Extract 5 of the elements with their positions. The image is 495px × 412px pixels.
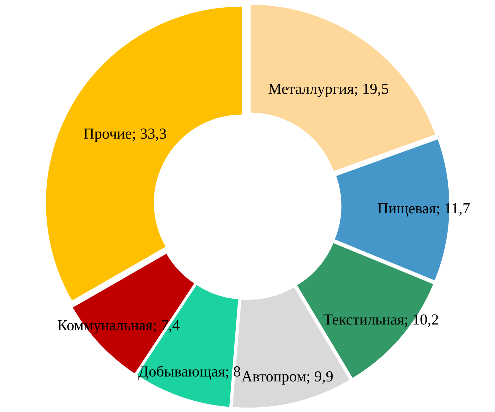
slice-label: Текстильная; 10,2 — [324, 314, 438, 328]
slice-label: Металлургия; 19,5 — [268, 84, 388, 98]
slice-label: Добывающая; 8 — [138, 366, 240, 380]
slice-label: Автопром; 9,9 — [242, 372, 333, 385]
slice-label: Прочие; 33,3 — [84, 128, 166, 142]
